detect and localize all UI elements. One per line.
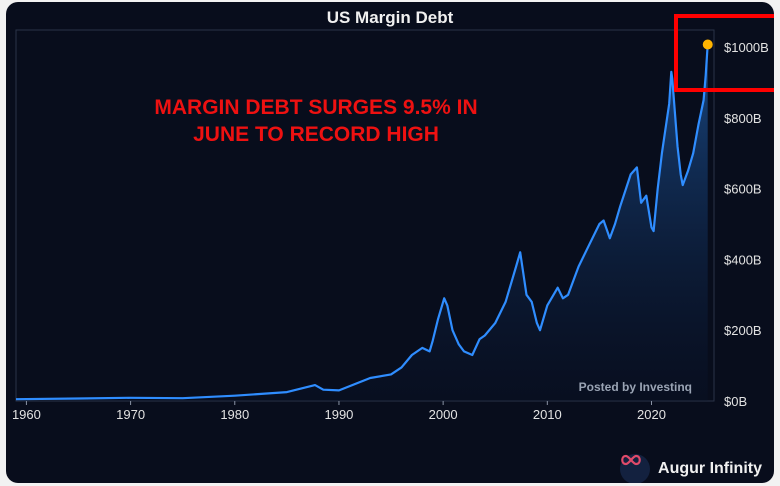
x-tick-label: 2000 <box>429 407 458 422</box>
y-tick-label: $400B <box>724 252 762 267</box>
chart-card: US Margin Debt $0B $200B $400B $600B $800B $1… <box>6 2 774 483</box>
x-tick-label: 2020 <box>637 407 666 422</box>
x-tick-label: 2010 <box>533 407 562 422</box>
chart-title: US Margin Debt <box>326 8 454 27</box>
x-tick-label: 1970 <box>116 407 145 422</box>
y-tick-label: $600B <box>724 182 762 197</box>
x-tick-label: 1990 <box>324 407 353 422</box>
x-tick-label: 1960 <box>12 407 41 422</box>
watermark: Posted by Investinq <box>578 380 692 394</box>
series-area <box>16 44 708 401</box>
y-tick-label: $0B <box>724 394 747 409</box>
x-tick-label: 1980 <box>220 407 249 422</box>
record-high-marker <box>702 39 713 50</box>
x-axis: 1960 1970 1980 1990 2000 2010 2020 <box>12 401 666 422</box>
y-tick-label: $800B <box>724 111 762 126</box>
brand: Augur Infinity <box>620 454 762 483</box>
headline-annotation: MARGIN DEBT SURGES 9.5% IN JUNE TO RECOR… <box>154 96 478 146</box>
y-tick-label: $200B <box>724 323 762 338</box>
margin-debt-chart: $0B$200B$400B$600B$800B$1000B 1960 1970 19… <box>12 14 774 422</box>
brand-name: Augur Infinity <box>658 460 762 477</box>
record-high-highlight-box <box>674 14 774 92</box>
y-tick-label: $1000B <box>724 40 769 55</box>
infinity-logo-icon <box>620 454 651 483</box>
y-axis: $0B $200B $400B $600B $800B $1000B <box>724 40 769 409</box>
series-line <box>15 44 709 401</box>
